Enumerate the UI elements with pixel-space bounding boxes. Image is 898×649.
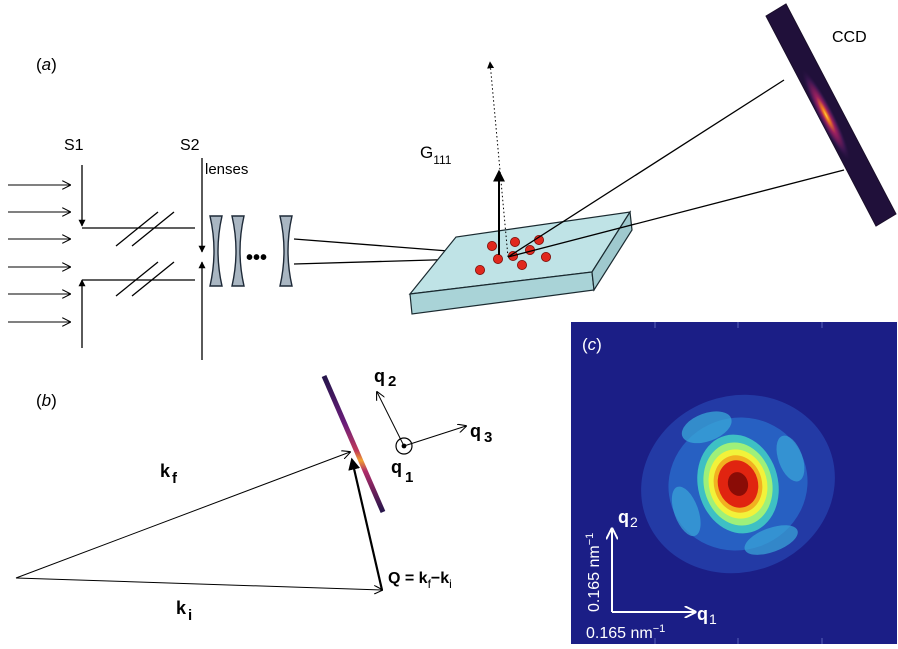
q3-arrow — [403, 426, 466, 447]
q1-label: q1 — [391, 457, 413, 486]
q2-scale-label: 0.165 nm−1 — [584, 533, 603, 612]
q2-axis-label: q2 — [618, 507, 638, 530]
sample-slab — [408, 210, 633, 315]
g111-label: G111 — [420, 143, 452, 167]
q1-axis-label: q1 — [697, 604, 717, 627]
diffraction-central-peak — [697, 434, 779, 534]
ki-vector — [15, 577, 382, 590]
s2-label: S2 — [180, 137, 200, 154]
lenses-label: lenses — [205, 161, 248, 178]
lens-ellipsis: ••• — [246, 247, 267, 269]
diffracted-beam — [507, 79, 845, 258]
q-equation: Q = kf−ki — [388, 570, 452, 591]
ewald-streak — [321, 375, 386, 513]
sample-normal-dotted — [487, 61, 509, 258]
lens-1 — [209, 215, 223, 287]
ccd-bragg-streak — [801, 68, 851, 162]
q1-out-of-plane-circle — [395, 437, 413, 455]
incident-beam-arrows — [8, 185, 70, 322]
nanoparticles — [474, 234, 552, 275]
q1-out-of-plane-dot — [401, 443, 407, 449]
lens-2 — [231, 215, 245, 287]
panel-c-label: (c) — [582, 335, 602, 354]
q1-scale-label: 0.165 nm−1 — [586, 623, 665, 642]
ccd-label: CCD — [832, 29, 867, 46]
lens-stack — [209, 215, 293, 287]
slit-s1 — [78, 165, 195, 348]
q2-arrow — [377, 392, 405, 447]
panel-c: (c) q2 0.165 nm−1 q1 0.165 nm−1 — [571, 322, 897, 644]
panel-b-label: (b) — [36, 391, 57, 410]
q-vector — [348, 457, 384, 591]
panel-a-label: (a) — [36, 55, 57, 74]
kf-vector — [15, 452, 350, 579]
lens-3 — [279, 215, 293, 287]
s1-label: S1 — [64, 137, 84, 154]
map-ticks — [654, 322, 823, 644]
ccd-detector — [765, 3, 897, 227]
panel-a: (a) S1 S2 lenses — [8, 3, 897, 360]
q-axes — [377, 392, 466, 455]
